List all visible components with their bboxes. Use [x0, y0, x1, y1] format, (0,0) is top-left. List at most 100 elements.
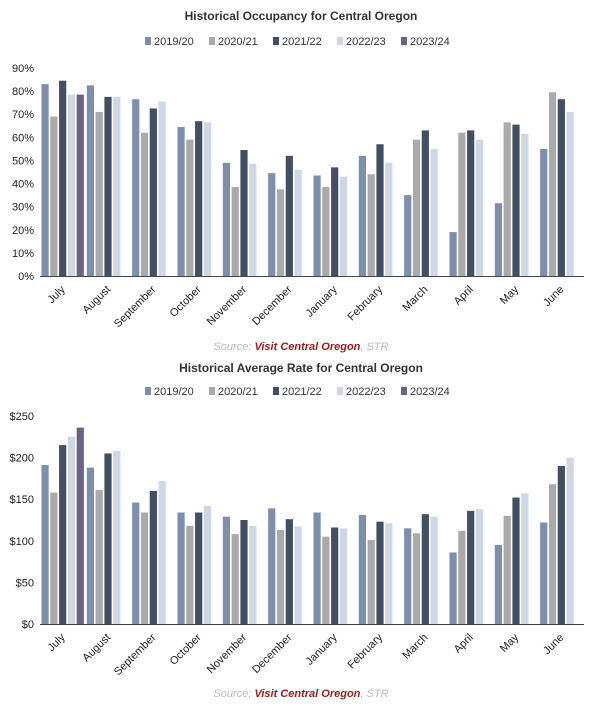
- bar: [475, 139, 484, 276]
- y-tick-label: $200: [10, 453, 34, 465]
- bar: [186, 525, 194, 624]
- legend: 2019/20 2020/21 2021/22 2022/23 2023/24: [145, 386, 450, 398]
- bar: [503, 515, 511, 624]
- bar: [50, 116, 58, 277]
- bar: [367, 174, 375, 276]
- bar: [548, 484, 557, 624]
- bar: [467, 130, 475, 276]
- y-tick-label: 40%: [12, 179, 34, 191]
- y-tick-label: $100: [10, 536, 34, 548]
- bar: [557, 465, 565, 624]
- bar: [494, 544, 502, 624]
- bar: [512, 497, 520, 624]
- bar: [339, 528, 348, 624]
- x-tick-label: April: [452, 632, 476, 656]
- bar: [113, 450, 121, 624]
- legend-label: 2022/23: [346, 36, 386, 48]
- bar: [339, 176, 348, 276]
- legend-swatch: [337, 387, 343, 395]
- x-tick-label: October: [168, 283, 204, 319]
- legend-label: 2021/22: [282, 386, 322, 398]
- bar: [385, 162, 393, 276]
- x-tick-label: August: [80, 632, 113, 665]
- bar: [376, 144, 384, 276]
- bar: [41, 465, 49, 624]
- x-tick-label: January: [304, 631, 341, 668]
- bar: [276, 529, 285, 624]
- bar: [149, 108, 157, 276]
- x-tick-label: May: [498, 283, 522, 307]
- bar: [503, 122, 511, 276]
- bar: [367, 539, 375, 624]
- x-tick-label: September: [112, 283, 159, 330]
- source-note: Source: Visit Central Oregon, STR: [213, 688, 388, 700]
- bar: [67, 94, 76, 276]
- bar: [203, 122, 212, 276]
- y-tick-label: 70%: [12, 109, 34, 121]
- bar: [195, 121, 203, 277]
- bar: [294, 526, 302, 624]
- source-brand: Visit Central Oregon: [254, 341, 360, 353]
- legend-swatch: [273, 37, 279, 45]
- bar: [249, 525, 257, 624]
- bar: [521, 133, 529, 276]
- bar: [149, 490, 157, 624]
- bar: [404, 195, 412, 276]
- y-tick-label: 80%: [12, 86, 34, 98]
- legend-label: 2020/21: [218, 36, 258, 48]
- bar: [203, 505, 212, 624]
- bar: [249, 163, 257, 276]
- bar: [285, 519, 293, 624]
- bar: [276, 189, 285, 276]
- x-tick-label: July: [45, 283, 68, 306]
- bar: [358, 155, 366, 276]
- bar: [521, 493, 529, 624]
- bar: [430, 516, 438, 624]
- bar: [268, 173, 276, 276]
- bar: [557, 99, 565, 276]
- x-tick-label: March: [400, 284, 430, 314]
- bar: [76, 94, 84, 276]
- bar: [132, 502, 140, 624]
- bar: [404, 528, 412, 624]
- y-tick-label: $50: [16, 577, 34, 589]
- bar: [566, 457, 574, 624]
- legend-swatch: [401, 37, 407, 45]
- bar: [113, 96, 121, 276]
- bar: [86, 467, 94, 624]
- bar: [195, 512, 203, 624]
- legend-swatch: [273, 387, 279, 395]
- legend-swatch: [145, 387, 151, 395]
- legend-swatch: [209, 37, 215, 45]
- bar: [222, 516, 230, 624]
- x-tick-label: April: [452, 284, 476, 308]
- legend-label: 2020/21: [218, 386, 258, 398]
- x-tick-label: January: [304, 283, 341, 320]
- bar: [331, 527, 339, 624]
- bar: [222, 162, 230, 276]
- bar: [313, 512, 321, 624]
- source-prefix: Source:: [213, 688, 254, 700]
- bar: [140, 132, 149, 276]
- y-tick-label: 10%: [12, 248, 34, 260]
- legend-swatch: [337, 37, 343, 45]
- x-tick-label: November: [205, 283, 250, 328]
- source-note: Source: Visit Central Oregon, STR: [213, 341, 388, 353]
- bar: [467, 510, 475, 624]
- x-tick-label: May: [498, 631, 522, 655]
- bar: [104, 453, 112, 624]
- source-suffix: , STR: [360, 688, 388, 700]
- bar: [458, 132, 466, 276]
- x-tick-label: July: [45, 631, 68, 654]
- bar: [430, 148, 438, 276]
- legend-label: 2022/23: [346, 386, 386, 398]
- bar: [95, 490, 103, 624]
- bar: [177, 126, 185, 276]
- y-tick-label: $150: [10, 494, 34, 506]
- chart-2: Historical Average Rate for Central Oreg…: [10, 361, 584, 700]
- legend-label: 2019/20: [154, 386, 194, 398]
- bar: [59, 445, 67, 624]
- bar: [421, 514, 429, 624]
- bar: [240, 150, 248, 276]
